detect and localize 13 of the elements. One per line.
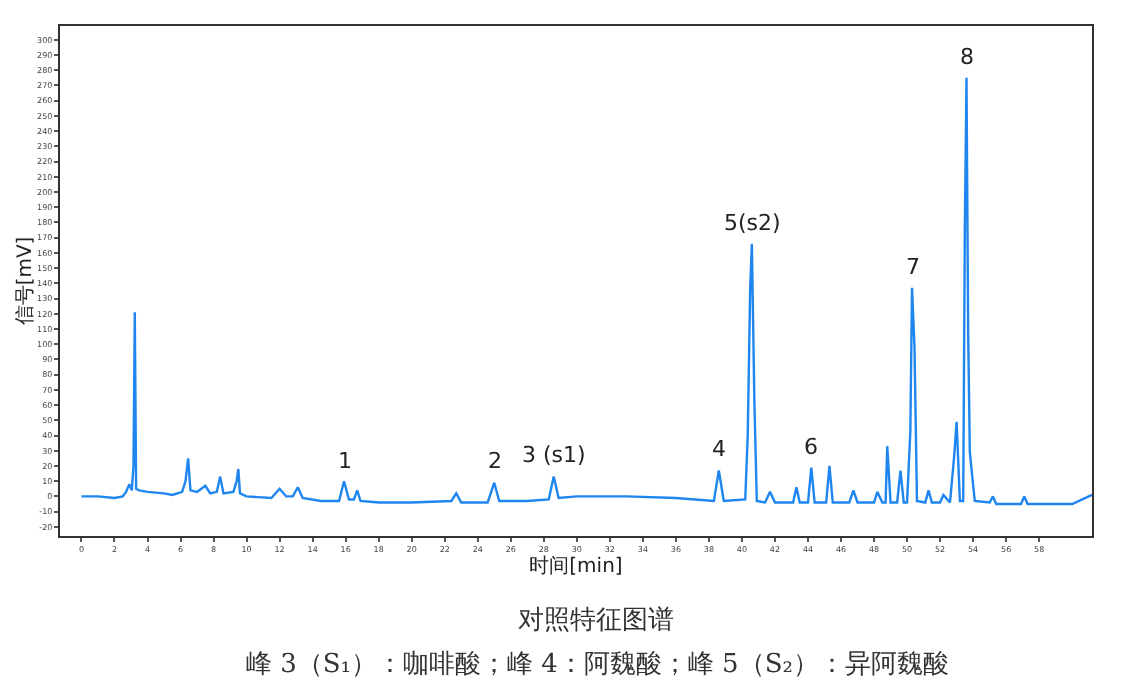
text: 对照特征图谱 — [518, 606, 674, 636]
annotation: 5(s2) — [724, 210, 781, 236]
annotation: 4 — [712, 436, 726, 462]
annotation: 3 (s1) — [522, 442, 586, 468]
annotation: 7 — [906, 254, 920, 280]
annotation: 8 — [960, 44, 974, 70]
text: 峰 3（S₁）：咖啡酸；峰 4：阿魏酸；峰 5（S₂）：异阿魏酸 — [246, 650, 949, 680]
annotation: 2 — [488, 448, 502, 474]
y-axis-title: 信号[mV] — [13, 236, 38, 326]
line-series — [80, 76, 1092, 506]
annotation: 1 — [338, 448, 352, 474]
x-axis-title: 时间[min] — [529, 553, 623, 578]
annotation: 6 — [804, 434, 818, 460]
